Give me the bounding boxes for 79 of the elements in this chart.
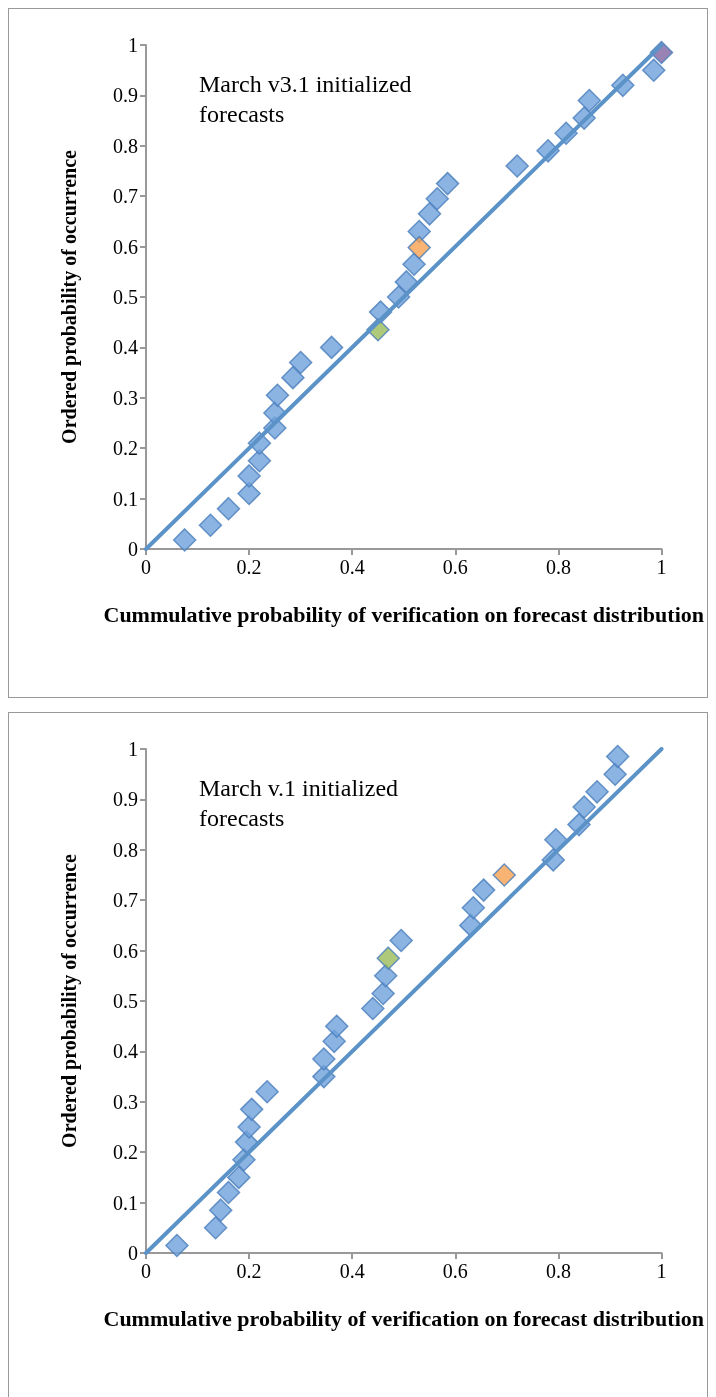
x-tick-label: 0.4	[339, 1260, 365, 1282]
point	[577, 88, 602, 113]
y-tick-label: 0.7	[113, 185, 138, 208]
point	[281, 365, 305, 390]
y-tick-label: 0	[128, 538, 138, 560]
point	[544, 827, 568, 852]
y-tick-label: 0.1	[113, 487, 138, 510]
point	[361, 996, 385, 1021]
point	[471, 878, 496, 902]
point	[373, 964, 398, 988]
y-tick-label: 0.2	[113, 1141, 138, 1164]
y-axis-title: Ordered probability of occurrence	[58, 149, 81, 444]
y-tick-label: 0.6	[113, 235, 138, 258]
y-tick-label: 0.4	[113, 336, 138, 359]
point	[371, 981, 395, 1006]
x-axis-title: Cummulative probability of verification on forecast distribution	[103, 601, 704, 627]
annotation: March v3.1 initialized forecasts	[199, 71, 418, 127]
x-tick-label: 1	[656, 556, 667, 578]
point	[319, 335, 344, 360]
point	[288, 350, 313, 375]
x-tick-label: 0.8	[545, 556, 571, 578]
point	[376, 946, 401, 970]
point	[417, 202, 442, 226]
point	[603, 762, 627, 786]
y-tick-label: 0.5	[113, 990, 138, 1012]
point	[237, 1115, 261, 1139]
point	[247, 449, 272, 473]
point	[324, 1014, 349, 1038]
point	[227, 1165, 251, 1190]
y-tick-label: 0.1	[113, 1191, 138, 1214]
y-tick-label: 0.9	[113, 84, 138, 107]
point	[505, 154, 529, 178]
x-tick-label: 0.2	[236, 556, 262, 578]
y-tick-label: 0	[128, 1242, 138, 1264]
y-tick-label: 1	[128, 34, 138, 56]
point	[394, 270, 419, 294]
point	[642, 58, 666, 82]
x-tick-label: 0.6	[442, 1260, 468, 1282]
point	[209, 1198, 233, 1222]
point	[402, 252, 426, 276]
point	[492, 863, 517, 887]
y-tick-label: 0.4	[113, 1040, 138, 1063]
y-tick-label: 1	[128, 738, 138, 760]
point	[312, 1047, 336, 1071]
point	[239, 1097, 264, 1122]
y-tick-label: 0.8	[113, 838, 138, 861]
annotation: March v.1 initialized forecasts	[199, 775, 405, 831]
point	[255, 1079, 279, 1104]
y-tick-label: 0.8	[113, 134, 138, 157]
x-tick-label: 0.4	[339, 556, 365, 578]
x-tick-label: 0.8	[545, 1260, 571, 1282]
y-tick-label: 0.9	[113, 788, 138, 811]
y-tick-label: 0.5	[113, 286, 138, 308]
point	[198, 513, 223, 538]
x-axis-title: Cummulative probability of verification on forecast distribution	[103, 1305, 704, 1331]
point	[216, 1180, 241, 1205]
point	[585, 780, 609, 804]
point	[461, 896, 486, 920]
point	[572, 795, 596, 819]
point	[172, 528, 197, 552]
point	[605, 744, 630, 769]
point	[203, 1216, 228, 1240]
y-tick-label: 0.3	[113, 386, 138, 409]
point	[407, 235, 431, 260]
point	[165, 1233, 189, 1258]
y-axis-title: Ordered probability of occurrence	[58, 853, 81, 1148]
x-tick-label: 1	[656, 1260, 667, 1282]
point	[237, 464, 261, 488]
point	[389, 928, 413, 953]
point	[216, 496, 241, 521]
x-tick-label: 0.2	[236, 1260, 262, 1282]
point	[265, 383, 290, 408]
point	[425, 186, 449, 211]
x-tick-label: 0.6	[442, 556, 468, 578]
y-tick-label: 0.7	[113, 889, 138, 912]
y-tick-label: 0.3	[113, 1090, 138, 1113]
point	[435, 171, 460, 196]
y-tick-label: 0.6	[113, 939, 138, 962]
y-tick-label: 0.2	[113, 437, 138, 460]
